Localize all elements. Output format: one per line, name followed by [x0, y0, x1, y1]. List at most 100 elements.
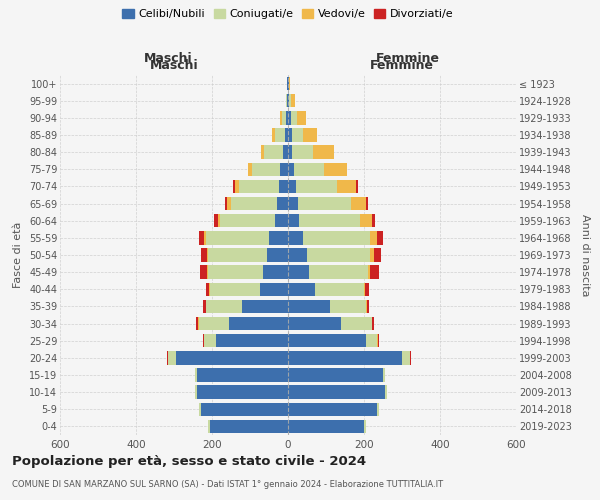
Bar	[209, 282, 210, 296]
Bar	[263, 266, 288, 279]
Bar	[260, 282, 288, 296]
Bar	[370, 266, 379, 279]
Bar	[371, 317, 373, 330]
Bar	[286, 94, 287, 108]
Bar	[366, 300, 367, 313]
Text: Femmine: Femmine	[370, 58, 434, 71]
Bar	[288, 197, 298, 210]
Bar	[370, 231, 377, 244]
Bar	[377, 334, 378, 347]
Bar	[366, 334, 377, 347]
Bar	[216, 334, 288, 347]
Bar	[288, 317, 341, 330]
Bar	[199, 317, 229, 330]
Bar	[385, 386, 387, 399]
Bar	[288, 231, 303, 244]
Bar	[210, 420, 288, 433]
Bar	[299, 214, 360, 228]
Bar	[324, 162, 347, 176]
Bar	[199, 402, 200, 416]
Bar	[288, 248, 307, 262]
Bar	[368, 266, 370, 279]
Bar	[195, 386, 197, 399]
Text: Maschi: Maschi	[149, 58, 199, 71]
Bar	[288, 180, 296, 193]
Bar	[288, 94, 289, 108]
Bar	[366, 197, 368, 210]
Bar	[303, 128, 317, 141]
Bar	[220, 214, 275, 228]
Bar	[287, 77, 288, 90]
Bar	[260, 146, 265, 159]
Bar	[288, 214, 299, 228]
Bar	[208, 248, 267, 262]
Bar	[280, 162, 288, 176]
Bar	[205, 231, 206, 244]
Bar	[214, 214, 218, 228]
Bar	[226, 197, 227, 210]
Bar	[288, 146, 292, 159]
Bar	[275, 128, 285, 141]
Text: Femmine: Femmine	[376, 52, 440, 65]
Bar	[278, 180, 288, 193]
Bar	[202, 248, 207, 262]
Bar	[364, 282, 365, 296]
Bar	[287, 94, 288, 108]
Bar	[291, 111, 297, 124]
Bar	[365, 282, 369, 296]
Bar	[285, 128, 288, 141]
Bar	[168, 351, 176, 364]
Bar	[277, 197, 288, 210]
Bar	[283, 146, 288, 159]
Bar	[289, 94, 291, 108]
Bar	[265, 146, 283, 159]
Bar	[314, 282, 364, 296]
Bar	[203, 300, 206, 313]
Bar	[286, 111, 288, 124]
Bar	[275, 214, 288, 228]
Bar	[233, 180, 235, 193]
Bar	[252, 162, 280, 176]
Bar	[283, 111, 286, 124]
Bar	[364, 420, 366, 433]
Bar	[350, 197, 366, 210]
Bar	[298, 197, 350, 210]
Bar	[294, 162, 324, 176]
Bar	[208, 420, 210, 433]
Bar	[289, 77, 290, 90]
Bar	[288, 282, 314, 296]
Bar	[288, 386, 385, 399]
Bar	[288, 351, 402, 364]
Bar	[288, 77, 289, 90]
Bar	[280, 111, 283, 124]
Bar	[330, 300, 366, 313]
Bar	[402, 351, 410, 364]
Bar	[231, 197, 277, 210]
Bar	[208, 266, 263, 279]
Bar	[288, 111, 291, 124]
Bar	[303, 231, 370, 244]
Bar	[207, 248, 208, 262]
Bar	[272, 128, 275, 141]
Bar	[367, 300, 368, 313]
Bar	[200, 402, 288, 416]
Bar	[288, 420, 364, 433]
Bar	[206, 300, 242, 313]
Bar	[309, 266, 368, 279]
Bar	[377, 402, 379, 416]
Bar	[288, 300, 330, 313]
Bar	[229, 317, 288, 330]
Y-axis label: Fasce di età: Fasce di età	[13, 222, 23, 288]
Bar	[341, 317, 371, 330]
Bar	[210, 282, 260, 296]
Bar	[199, 231, 205, 244]
Bar	[288, 162, 294, 176]
Bar	[195, 368, 197, 382]
Legend: Celibi/Nubili, Coniugati/e, Vedovi/e, Divorziati/e: Celibi/Nubili, Coniugati/e, Vedovi/e, Di…	[119, 6, 457, 22]
Bar	[356, 180, 358, 193]
Bar	[206, 282, 209, 296]
Bar	[248, 162, 252, 176]
Bar	[235, 180, 239, 193]
Bar	[205, 334, 216, 347]
Bar	[267, 248, 288, 262]
